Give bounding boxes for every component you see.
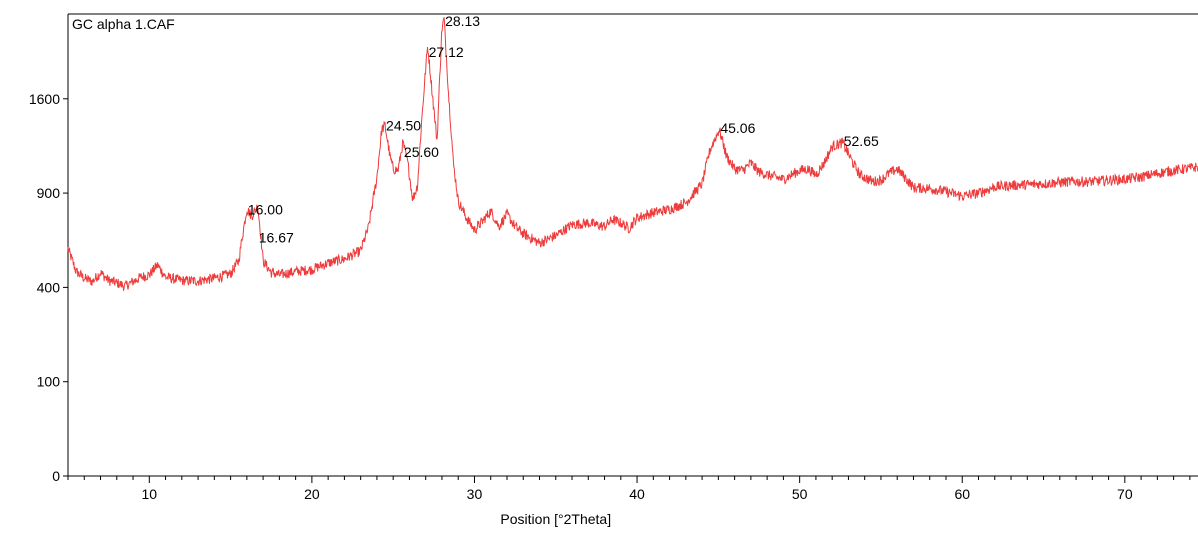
peak-label: 52.65 [844, 133, 879, 149]
x-tick-label: 60 [954, 486, 970, 502]
x-tick-label: 30 [467, 486, 483, 502]
peak-label: 45.06 [720, 120, 755, 136]
x-tick-label: 20 [304, 486, 320, 502]
x-tick-label: 40 [629, 486, 645, 502]
x-tick-label: 50 [792, 486, 808, 502]
chart-title: GC alpha 1.CAF [72, 16, 175, 32]
x-tick-label: 70 [1117, 486, 1133, 502]
y-tick-label: 1600 [29, 91, 60, 107]
y-ticks: 0 100 400 900 1600 [29, 91, 68, 484]
peak-label: 25.60 [404, 144, 439, 160]
peak-label: 24.50 [386, 118, 421, 134]
peak-labels: 16.00 16.67 24.50 25.60 27.12 28.13 45.06 52.65 [248, 13, 879, 246]
y-tick-label: 400 [37, 279, 61, 295]
peak-label: 28.13 [445, 13, 480, 29]
peak-label: 16.00 [248, 201, 283, 217]
x-ticks: 10 20 30 40 50 60 70 [67, 476, 1191, 502]
y-tick-label: 900 [37, 185, 61, 201]
plot-area: 0 100 400 900 1600 10 20 30 40 50 60 70 16.00 16.67… [29, 13, 1198, 502]
peak-label: 27.12 [429, 44, 464, 60]
x-axis-title: Position [°2Theta] [500, 511, 611, 527]
peak-label: 16.67 [259, 229, 294, 245]
y-tick-label: 100 [37, 374, 61, 390]
y-tick-label: 0 [52, 468, 60, 484]
x-tick-label: 10 [142, 486, 158, 502]
diffraction-pattern-line [67, 17, 1198, 291]
